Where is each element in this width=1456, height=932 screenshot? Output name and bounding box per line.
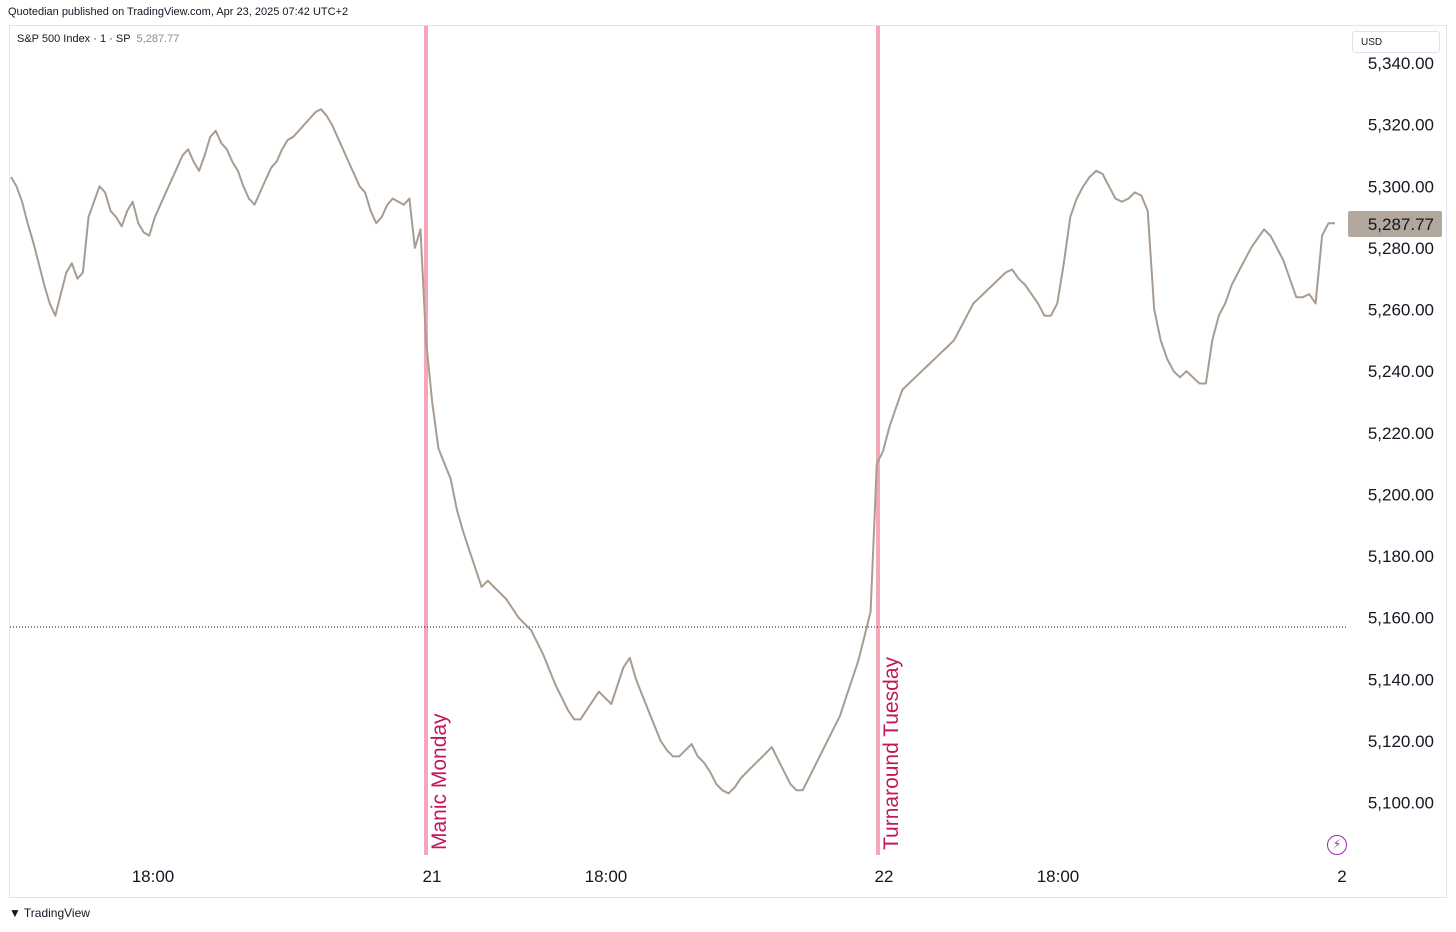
footer-brand[interactable]: ▼ TradingView: [9, 906, 90, 920]
footer-brand-label: TradingView: [23, 906, 90, 920]
y-tick-label: 5,100.00: [1368, 794, 1434, 813]
y-tick-label: 5,180.00: [1368, 547, 1434, 566]
x-tick-label: 2: [1337, 867, 1346, 886]
y-axis: 5,100.00 5,120.00 5,140.00 5,160.00 5,180.00…: [1368, 54, 1434, 813]
x-axis: 18:00 21 18:00 22 18:00 2: [132, 867, 1347, 886]
x-tick-label: 22: [875, 867, 894, 886]
y-tick-label: 5,160.00: [1368, 609, 1434, 628]
last-price-label: 5,287.77: [1368, 215, 1434, 234]
currency-button[interactable]: USD: [1352, 31, 1440, 53]
x-tick-label: 21: [423, 867, 442, 886]
chart-frame: [9, 25, 1447, 898]
lightning-bolt-icon[interactable]: ⚡: [1327, 835, 1347, 855]
publisher-text: Quotedian published on TradingView.com, …: [8, 6, 349, 18]
y-tick-label: 5,200.00: [1368, 485, 1434, 504]
last-price-badge-bg: [1348, 210, 1442, 237]
y-tick-label: 5,260.00: [1368, 301, 1434, 320]
legend-symbol[interactable]: S&P 500 Index · 1 · SP: [17, 33, 131, 45]
annotation-label: Manic Monday: [428, 713, 451, 850]
y-tick-label: 5,280.00: [1368, 239, 1434, 258]
legend-last-value: 5,287.77: [136, 33, 180, 45]
y-tick-label: 5,120.00: [1368, 732, 1434, 751]
y-tick-label: 5,220.00: [1368, 424, 1434, 443]
y-tick-label: 5,240.00: [1368, 362, 1434, 381]
y-tick-label: 5,320.00: [1368, 116, 1434, 135]
x-tick-label: 18:00: [1037, 867, 1080, 886]
annotation-label: Turnaround Tuesday: [880, 656, 903, 850]
y-tick-label: 5,340.00: [1368, 54, 1434, 73]
price-series-line: [10, 108, 1335, 795]
annotation-layer: Manic Monday Turnaround Tuesday: [424, 26, 903, 855]
x-tick-label: 18:00: [132, 867, 175, 886]
x-tick-label: 18:00: [585, 867, 628, 886]
chart-legend: S&P 500 Index · 1 · SP 5,287.77: [17, 33, 179, 45]
tradingview-logo-icon: ▼: [9, 906, 21, 920]
y-tick-label: 5,300.00: [1368, 177, 1434, 196]
y-tick-label: 5,140.00: [1368, 670, 1434, 689]
last-price-badge: 5,287.77: [1348, 210, 1442, 237]
